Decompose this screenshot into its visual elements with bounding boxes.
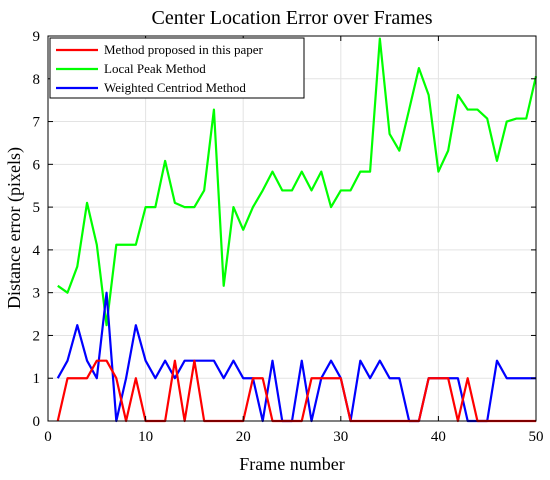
x-axis-label: Frame number <box>239 454 344 474</box>
y-tick-label: 6 <box>33 157 41 173</box>
legend-label-weighted-centroid: Weighted Centriod Method <box>104 80 246 95</box>
series-line-weighted-centroid <box>56 291 536 423</box>
legend: Method proposed in this paper Local Peak … <box>49 37 305 99</box>
y-tick-label: 8 <box>33 72 41 88</box>
y-tick-label: 2 <box>33 328 41 344</box>
y-tick-label: 1 <box>33 371 41 387</box>
x-tick-label: 30 <box>333 429 348 445</box>
y-tick-label: 0 <box>33 414 41 430</box>
y-tick-label: 5 <box>33 200 41 216</box>
chart-title: Center Location Error over Frames <box>151 7 432 29</box>
x-tick-label: 10 <box>138 429 153 445</box>
y-tick-label: 3 <box>33 286 41 302</box>
x-tick-label: 40 <box>431 429 446 445</box>
legend-label-proposed-method: Method proposed in this paper <box>104 42 264 57</box>
y-tick-label: 7 <box>33 115 41 131</box>
legend-label-local-peak: Local Peak Method <box>104 61 206 76</box>
y-tick-label: 4 <box>33 243 41 259</box>
y-axis-label: Distance error (pixels) <box>4 147 25 309</box>
x-tick-label: 20 <box>236 429 251 445</box>
y-tick-label: 9 <box>33 29 41 45</box>
series-line-local-peak <box>57 37 538 327</box>
x-tick-label: 50 <box>529 429 544 445</box>
plot-frame <box>47 35 537 422</box>
axis-ticks: 0 10 20 30 40 50 0 1 2 3 4 5 6 7 8 9 <box>33 29 544 445</box>
x-tick-label: 0 <box>44 429 52 445</box>
